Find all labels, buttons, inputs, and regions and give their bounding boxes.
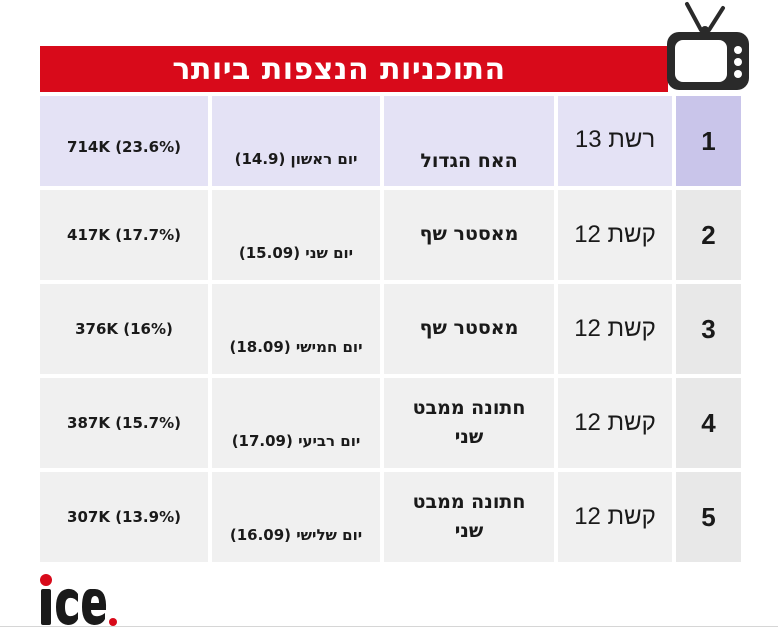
table-row: 5 קשת 12 חתונה ממבט שני יום שלישי (16.09…	[40, 472, 741, 562]
ice-logo	[40, 574, 117, 626]
rank-cell: 1	[676, 96, 741, 186]
day-cell: יום שני (15.09)	[212, 190, 380, 280]
rank-cell: 3	[676, 284, 741, 374]
viewers-cell: 387K (15.7%)	[40, 378, 208, 468]
table-row: 3 קשת 12 מאסטר שף יום חמישי (18.09) 376K…	[40, 284, 741, 374]
table-row: 2 קשת 12 מאסטר שף יום שני (15.09) 417K (…	[40, 190, 741, 280]
table-row: 1 רשת 13 האח הגדול יום ראשון (14.9) 714K…	[40, 96, 741, 186]
show-cell: מאסטר שף	[384, 284, 554, 374]
day-cell: יום חמישי (18.09)	[212, 284, 380, 374]
channel-cell: קשת 12	[558, 472, 672, 562]
show-cell: חתונה ממבט שני	[384, 378, 554, 468]
day-cell: יום ראשון (14.9)	[212, 96, 380, 186]
show-cell: האח הגדול	[384, 96, 554, 186]
channel-cell: קשת 12	[558, 378, 672, 468]
title-bar: התוכניות הנצפות ביותר	[40, 46, 668, 92]
channel-cell: קשת 12	[558, 284, 672, 374]
show-cell: חתונה ממבט שני	[384, 472, 554, 562]
rank-cell: 5	[676, 472, 741, 562]
rank-cell: 2	[676, 190, 741, 280]
rank-cell: 4	[676, 378, 741, 468]
viewers-cell: 376K (16%)	[40, 284, 208, 374]
viewers-cell: 714K (23.6%)	[40, 96, 208, 186]
show-cell: מאסטר שף	[384, 190, 554, 280]
day-cell: יום שלישי (16.09)	[212, 472, 380, 562]
channel-cell: רשת 13	[558, 96, 672, 186]
viewers-cell: 417K (17.7%)	[40, 190, 208, 280]
bottom-divider	[0, 626, 778, 627]
page-title: התוכניות הנצפות ביותר	[172, 51, 506, 87]
viewers-cell: 307K (13.9%)	[40, 472, 208, 562]
tv-icon	[667, 2, 749, 90]
table-row: 4 קשת 12 חתונה ממבט שני יום רביעי (17.09…	[40, 378, 741, 468]
day-cell: יום רביעי (17.09)	[212, 378, 380, 468]
channel-cell: קשת 12	[558, 190, 672, 280]
ratings-table: 1 רשת 13 האח הגדול יום ראשון (14.9) 714K…	[40, 96, 741, 566]
